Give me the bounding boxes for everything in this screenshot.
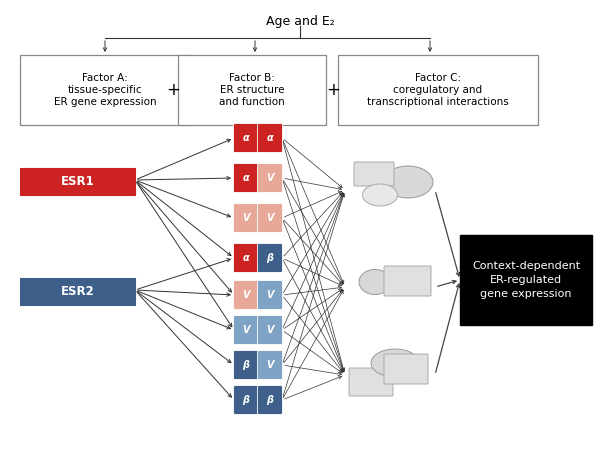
Ellipse shape — [371, 349, 419, 377]
Text: V: V — [266, 213, 274, 223]
FancyBboxPatch shape — [384, 354, 428, 384]
Text: β: β — [266, 395, 274, 405]
FancyBboxPatch shape — [354, 162, 394, 186]
Ellipse shape — [383, 166, 433, 198]
FancyBboxPatch shape — [233, 385, 259, 414]
Text: +: + — [326, 81, 340, 99]
FancyBboxPatch shape — [233, 244, 259, 272]
Text: Context-dependent
ER-regulated
gene expression: Context-dependent ER-regulated gene expr… — [472, 261, 580, 299]
Text: α: α — [242, 133, 250, 143]
Text: +: + — [166, 81, 180, 99]
FancyBboxPatch shape — [338, 55, 538, 125]
FancyBboxPatch shape — [384, 266, 431, 296]
Text: α: α — [266, 133, 274, 143]
Text: V: V — [242, 325, 250, 335]
FancyBboxPatch shape — [233, 351, 259, 379]
Text: V: V — [242, 213, 250, 223]
Text: Factor B:
ER structure
and function: Factor B: ER structure and function — [219, 73, 285, 107]
Text: β: β — [242, 395, 250, 405]
Text: β: β — [242, 360, 250, 370]
FancyBboxPatch shape — [20, 168, 135, 195]
Bar — [460, 235, 592, 325]
FancyBboxPatch shape — [257, 385, 283, 414]
Ellipse shape — [359, 270, 391, 294]
Text: Age and E₂: Age and E₂ — [266, 15, 334, 28]
FancyBboxPatch shape — [233, 124, 259, 153]
Text: Factor A:
tissue-specific
ER gene expression: Factor A: tissue-specific ER gene expres… — [53, 73, 157, 107]
FancyBboxPatch shape — [233, 204, 259, 232]
FancyBboxPatch shape — [257, 244, 283, 272]
Text: V: V — [242, 290, 250, 300]
Text: β: β — [266, 253, 274, 263]
FancyBboxPatch shape — [257, 280, 283, 310]
FancyBboxPatch shape — [233, 280, 259, 310]
FancyBboxPatch shape — [257, 315, 283, 345]
FancyBboxPatch shape — [20, 55, 190, 125]
Text: Factor C:
coregulatory and
transcriptional interactions: Factor C: coregulatory and transcription… — [367, 73, 509, 107]
FancyBboxPatch shape — [257, 204, 283, 232]
Text: ESR1: ESR1 — [61, 175, 94, 188]
Text: α: α — [242, 173, 250, 183]
Text: ESR2: ESR2 — [61, 285, 94, 298]
FancyBboxPatch shape — [233, 315, 259, 345]
Text: V: V — [266, 325, 274, 335]
FancyBboxPatch shape — [257, 124, 283, 153]
FancyBboxPatch shape — [233, 164, 259, 193]
FancyBboxPatch shape — [257, 351, 283, 379]
FancyBboxPatch shape — [20, 278, 135, 305]
Text: α: α — [242, 253, 250, 263]
Ellipse shape — [362, 184, 398, 206]
Text: V: V — [266, 173, 274, 183]
FancyBboxPatch shape — [349, 368, 393, 396]
Text: V: V — [266, 290, 274, 300]
FancyBboxPatch shape — [257, 164, 283, 193]
Text: V: V — [266, 360, 274, 370]
FancyBboxPatch shape — [178, 55, 326, 125]
